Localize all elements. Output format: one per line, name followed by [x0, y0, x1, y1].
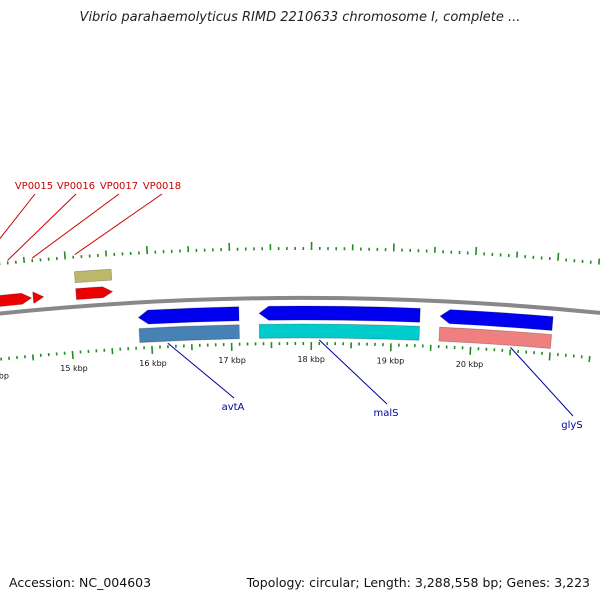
- gene-label-malS[interactable]: malS: [374, 408, 399, 419]
- feature-VP0017[interactable]: [32, 291, 45, 304]
- outer-tick: [22, 256, 26, 263]
- scale-label: 18 kbp: [297, 355, 325, 364]
- map-title: Vibrio parahaemolyticus RIMD 2210633 chr…: [79, 10, 521, 25]
- leader-line: [7, 193, 77, 261]
- feature-glyS-gene[interactable]: [438, 326, 553, 349]
- feature-glyS-cds[interactable]: [439, 309, 554, 331]
- gene-label-VP0018[interactable]: VP0018: [143, 181, 181, 192]
- topology-label: Topology: circular; Length: 3,288,558 bp…: [246, 575, 590, 590]
- inner-tick: [548, 352, 551, 361]
- feature-VP0018[interactable]: [75, 286, 114, 301]
- backbone-arc: [0, 296, 600, 316]
- feature-malS-gene[interactable]: [258, 323, 420, 341]
- feature-avtA-gene[interactable]: [138, 324, 240, 343]
- gene-label-VP0016[interactable]: VP0016: [57, 181, 95, 192]
- leader-line: [510, 347, 574, 417]
- scale-labels: 14 kbp 15 kbp 16 kbp 17 kbp 18 kbp 19 kbp 20 k…: [0, 355, 483, 380]
- inner-tick: [588, 355, 591, 363]
- scale-label: 15 kbp: [60, 364, 88, 373]
- leader-line: [31, 193, 120, 259]
- gene-label-VP0017[interactable]: VP0017: [100, 181, 138, 192]
- leader-line: [167, 342, 235, 399]
- gene-label-glyS[interactable]: glyS: [561, 420, 582, 431]
- leader-line: [0, 193, 36, 240]
- inner-tick: [31, 354, 35, 361]
- feature-malS-cds[interactable]: [258, 305, 421, 323]
- scale-label: 16 kbp: [139, 359, 167, 368]
- leader-line: [318, 339, 388, 405]
- feature-VP0016[interactable]: [0, 292, 33, 307]
- leader-line: [74, 193, 163, 256]
- gene-label-VP0015[interactable]: VP0015: [15, 181, 53, 192]
- feature-olive-gene[interactable]: [73, 268, 113, 284]
- scale-label: 14 kbp: [0, 371, 9, 380]
- gene-label-avtA[interactable]: avtA: [222, 402, 245, 413]
- outer-tick: [63, 251, 66, 260]
- outer-tick: [557, 252, 560, 261]
- accession-label: Accession: NC_004603: [9, 575, 152, 590]
- scale-ticks: [0, 242, 600, 363]
- feature-avtA-cds[interactable]: [137, 306, 240, 325]
- outer-tick: [597, 258, 600, 265]
- scale-label: 19 kbp: [377, 356, 405, 365]
- inner-tick: [71, 351, 74, 360]
- scale-label: 20 kbp: [456, 360, 484, 369]
- feature-tracks: [0, 268, 554, 349]
- scale-label: 17 kbp: [218, 356, 246, 365]
- gene-labels: VP0015 VP0016 VP0017 VP0018 avtA malS glyS: [0, 181, 583, 431]
